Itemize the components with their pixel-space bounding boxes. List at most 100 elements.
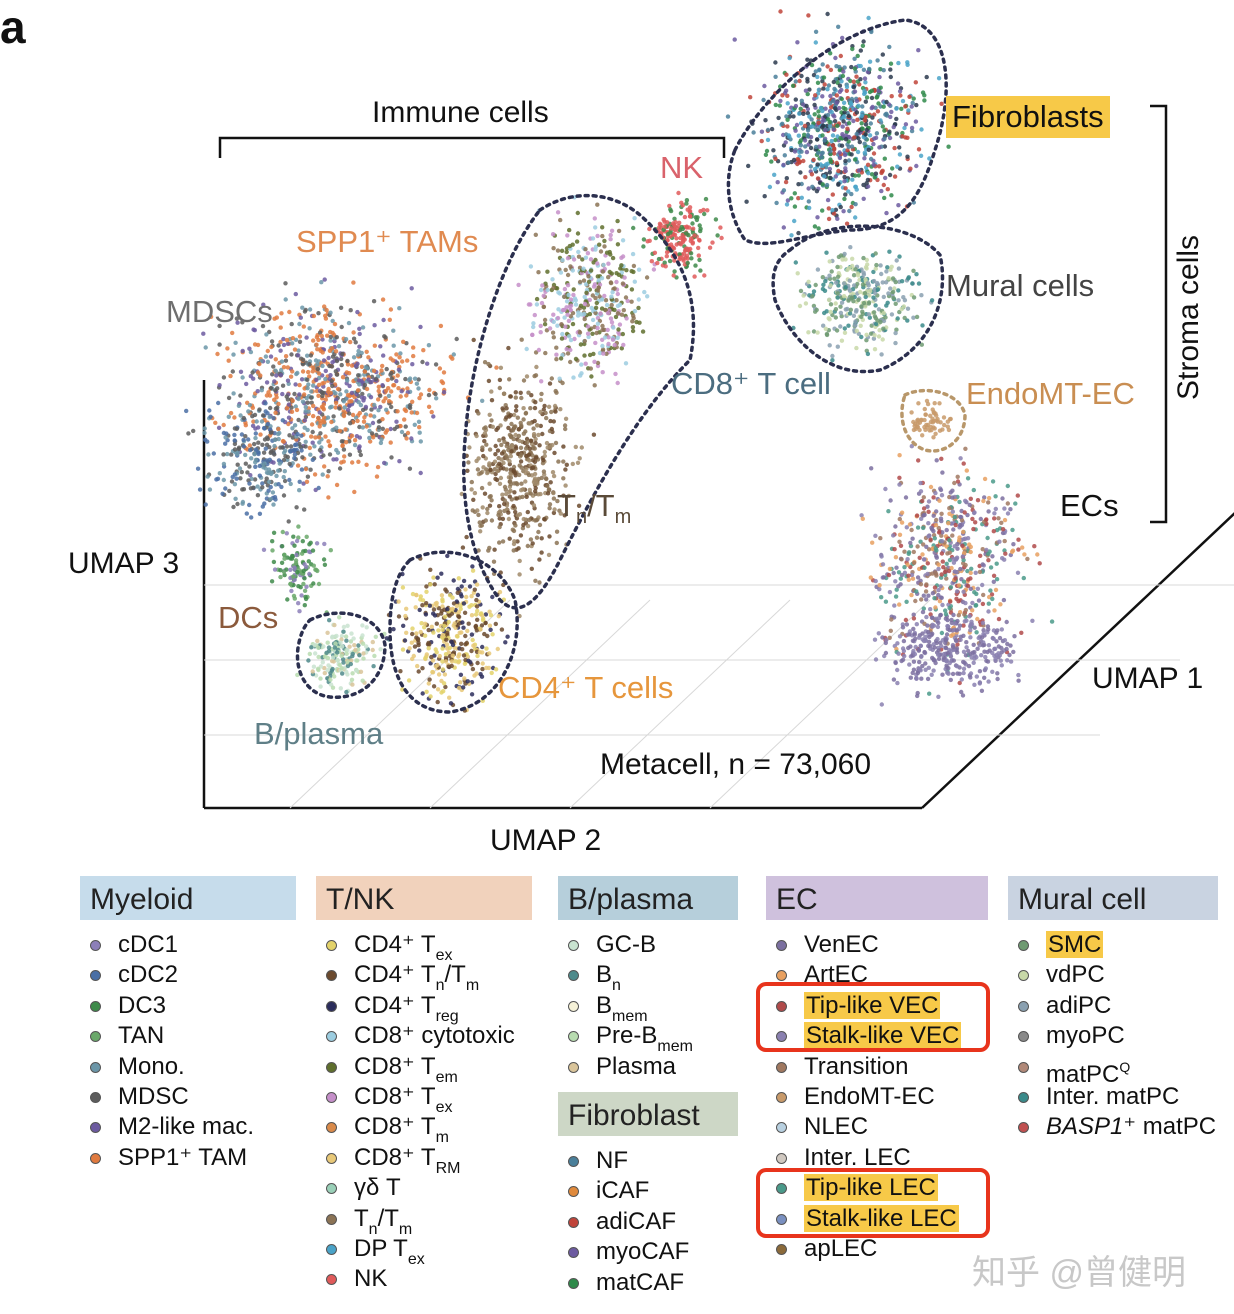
cell-point: [918, 582, 924, 587]
cell-point: [811, 329, 817, 334]
cell-point: [221, 461, 227, 467]
cell-point: [357, 424, 362, 430]
cell-point: [986, 609, 991, 614]
cell-point: [566, 292, 571, 298]
cell-point: [833, 307, 839, 312]
cell-point: [878, 263, 883, 268]
cell-point: [308, 452, 313, 457]
cell-point: [339, 633, 345, 639]
cell-point: [467, 445, 472, 450]
cell-point: [916, 281, 922, 286]
cell-point: [1002, 506, 1007, 511]
cell-point: [391, 343, 396, 348]
cell-point: [283, 358, 289, 363]
cell-point: [448, 701, 454, 706]
cell-point: [485, 510, 490, 516]
cell-point: [430, 670, 436, 675]
cell-point: [926, 509, 931, 514]
cell-point: [600, 225, 605, 230]
cell-point: [345, 393, 351, 398]
cell-point: [518, 533, 524, 538]
cell-point: [902, 653, 907, 659]
cell-point: [808, 145, 814, 151]
cell-point: [940, 559, 945, 564]
cell-point: [570, 310, 576, 316]
cell-point: [231, 391, 236, 396]
cell-point: [417, 430, 422, 435]
cell-point: [302, 425, 307, 430]
cell-point: [969, 566, 974, 571]
cell-point: [1004, 619, 1009, 625]
cell-point: [325, 640, 330, 645]
cell-point: [487, 447, 493, 452]
cell-point: [925, 504, 930, 509]
cell-point: [278, 339, 283, 345]
cell-point: [582, 338, 587, 344]
cell-point: [434, 621, 439, 626]
cell-point: [614, 298, 619, 303]
cell-point: [849, 152, 854, 157]
cell-point: [860, 311, 865, 317]
cell-point: [440, 627, 445, 632]
cell-point: [878, 67, 883, 72]
cell-point: [427, 387, 432, 393]
cell-point: [785, 117, 790, 123]
cell-point: [911, 560, 917, 566]
cell-point: [524, 466, 529, 472]
cell-point: [309, 395, 314, 400]
cell-point: [630, 328, 636, 334]
cell-point: [465, 679, 470, 684]
cell-point: [553, 440, 559, 446]
cell-point: [1016, 537, 1021, 542]
cell-point: [487, 481, 492, 486]
cell-point: [980, 582, 985, 588]
cell-point: [853, 267, 858, 272]
cell-point: [963, 562, 968, 568]
cell-point: [261, 425, 267, 431]
cell-point: [483, 620, 488, 626]
cell-point: [947, 511, 952, 516]
cell-point: [867, 288, 873, 294]
cell-point: [860, 282, 866, 287]
cell-point: [927, 156, 932, 161]
cell-point: [821, 282, 826, 287]
cell-point: [528, 438, 534, 443]
cell-point: [383, 388, 389, 394]
cell-point: [867, 66, 872, 72]
cell-point: [664, 254, 669, 259]
cell-point: [530, 541, 535, 546]
cell-point: [324, 650, 329, 655]
cell-point: [871, 336, 877, 341]
cell-point: [858, 323, 863, 328]
cell-point: [440, 646, 445, 651]
cell-point: [936, 648, 941, 653]
cell-point: [263, 479, 269, 485]
cell-point: [603, 298, 609, 303]
cell-point: [823, 279, 828, 284]
cell-point: [902, 125, 907, 131]
cell-point: [882, 144, 888, 149]
cell-point: [838, 53, 843, 59]
cell-point: [521, 431, 526, 436]
cell-point: [252, 441, 257, 447]
cell-point: [279, 311, 284, 316]
cell-point: [612, 342, 617, 348]
cell-point: [285, 597, 290, 602]
cell-point: [263, 409, 268, 414]
cell-point: [876, 334, 882, 339]
cell-point: [562, 286, 568, 292]
cell-point: [820, 150, 825, 155]
cell-point: [873, 321, 879, 327]
cell-point: [877, 328, 882, 333]
cell-point: [524, 374, 530, 379]
cell-point: [814, 307, 819, 313]
cell-point: [533, 518, 538, 523]
cell-point: [423, 621, 428, 626]
cell-point: [340, 671, 345, 676]
cell-point: [558, 270, 564, 275]
cell-point: [953, 522, 958, 528]
cell-point: [870, 540, 875, 545]
cell-point: [934, 418, 939, 423]
cell-point: [370, 420, 376, 426]
cell-point: [299, 467, 305, 472]
